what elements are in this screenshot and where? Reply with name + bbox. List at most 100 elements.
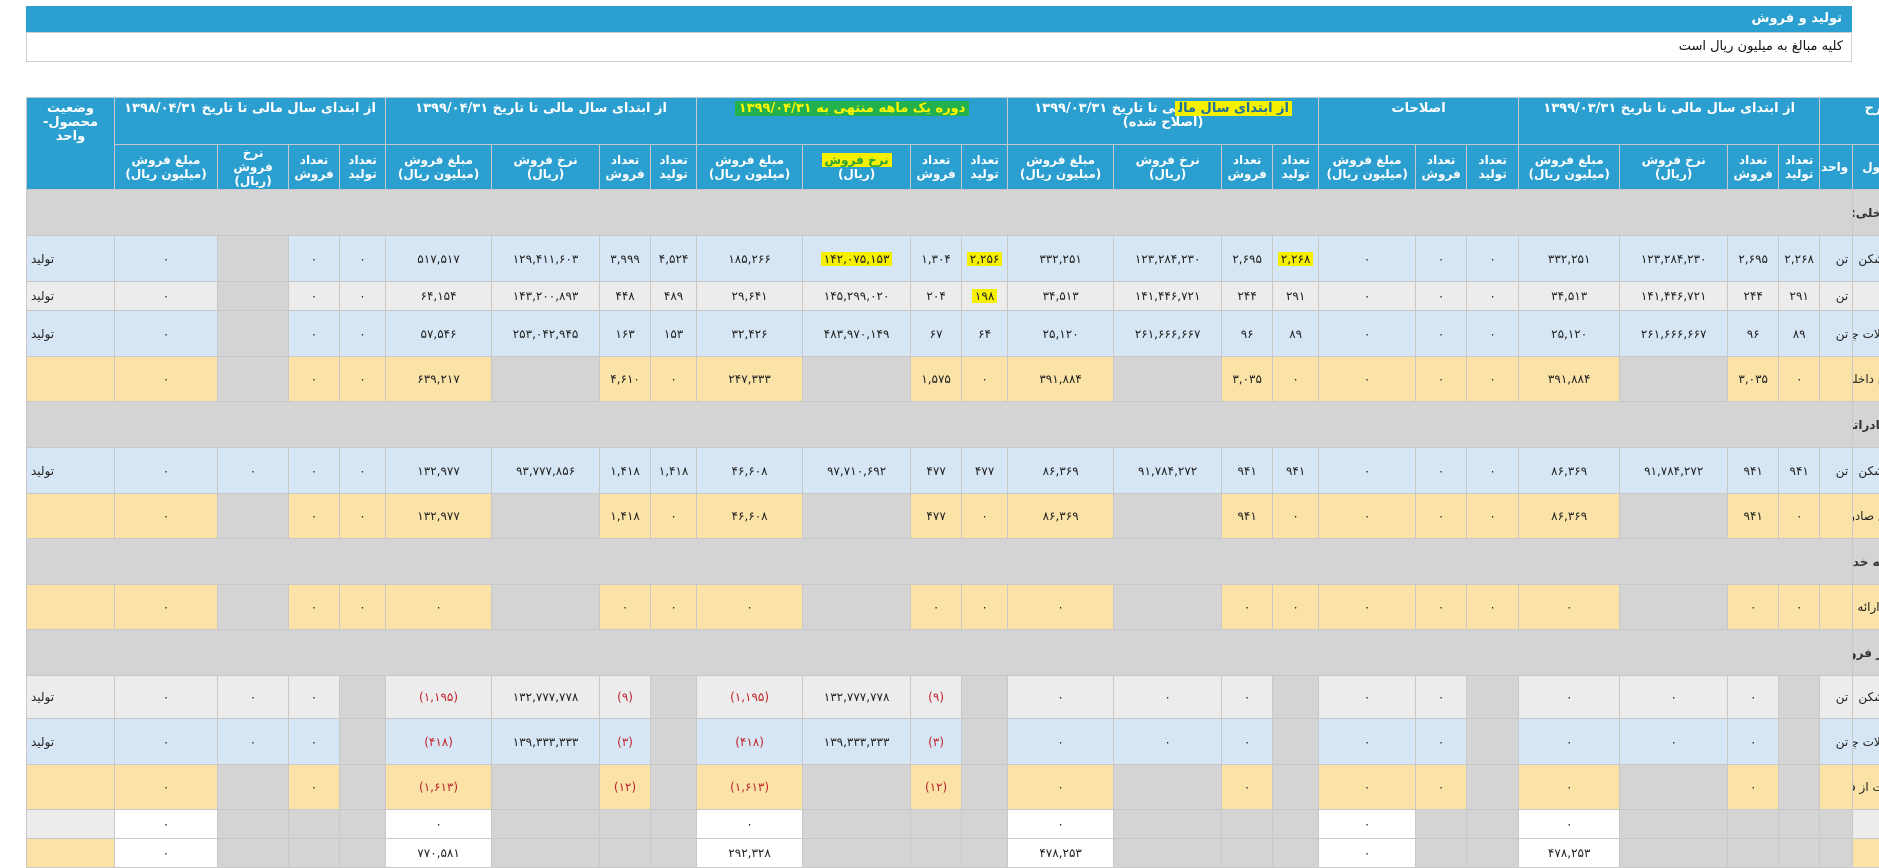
value-cell: ۴۷۷ (962, 448, 1008, 494)
section-row: برگشت از فروش: (27, 630, 1879, 676)
value-cell: ۰ (289, 494, 340, 539)
subheader-rate-unit: (ریال) (838, 167, 875, 181)
status-cell: تولید (27, 719, 115, 765)
subheader-sales-qty: تعداد فروش (1728, 145, 1779, 190)
value-cell (492, 765, 600, 810)
value-cell (492, 357, 600, 402)
value-cell: ۰ (1416, 236, 1467, 282)
value-cell: ۵۷,۵۴۶ (386, 311, 492, 357)
discounts-row: تخفیفات۰۰۰۰۰۰ (27, 810, 1879, 839)
empty-cell (911, 839, 962, 868)
value-cell: ۹۴۱ (1728, 494, 1779, 539)
section-row: فروش داخلی: (27, 190, 1879, 236)
value-cell: ۰ (340, 282, 386, 311)
value-cell: ۱,۵۷۵ (911, 357, 962, 402)
value-cell: ۹۴۱ (1779, 448, 1820, 494)
empty-cell (492, 839, 600, 868)
value-cell: ۰ (697, 585, 803, 630)
value-cell: ۱۶۳ (600, 311, 651, 357)
value-cell: ۳۲,۴۲۶ (697, 311, 803, 357)
product-name: جمع فروش صادراتی (1853, 494, 1879, 539)
value-cell: ۹۱,۷۸۴,۲۷۲ (1620, 448, 1728, 494)
value-cell: ۰ (1319, 765, 1416, 810)
value-cell: ۰ (115, 810, 218, 839)
value-cell (962, 676, 1008, 719)
empty-cell (340, 839, 386, 868)
value-cell: ۰ (289, 236, 340, 282)
value-cell: ۲,۲۶۸ (1273, 236, 1319, 282)
value-cell (1273, 719, 1319, 765)
subheader-product-name: نام محصول (1853, 145, 1879, 190)
value-cell: (۱,۶۱۳) (697, 765, 803, 810)
value-cell: ۱۲۳,۲۸۴,۲۳۰ (1620, 236, 1728, 282)
value-cell: ۰ (1273, 494, 1319, 539)
value-cell: ۵۱۷,۵۱۷ (386, 236, 492, 282)
value-cell (651, 676, 697, 719)
value-cell (651, 765, 697, 810)
value-cell: ۰ (1319, 311, 1416, 357)
empty-cell (911, 810, 962, 839)
table-row: لوله های نشکنتن۰۰۰۰۰۰۰۰(۹)۱۳۲,۷۷۷,۷۷۸(۱,… (27, 676, 1879, 719)
value-cell: ۸۹ (1779, 311, 1820, 357)
value-cell: ۰ (1273, 585, 1319, 630)
value-cell: ۳۹۱,۸۸۴ (1008, 357, 1114, 402)
empty-cell (27, 839, 115, 868)
header-group-6: از ابتدای سال مالی تا تاریخ ۱۳۹۸/۰۴/۳۱ (115, 98, 386, 145)
subheader-sales-qty: تعداد فروش (1222, 145, 1273, 190)
value-cell: ۰ (1319, 585, 1416, 630)
value-cell: ۸۶,۳۶۹ (1519, 448, 1620, 494)
value-cell: ۰ (1319, 236, 1416, 282)
value-cell: ۰ (1222, 676, 1273, 719)
highlighted-value: ۱۴۲,۰۷۵,۱۵۳ (821, 252, 893, 266)
value-cell: ۰ (600, 585, 651, 630)
value-cell (1273, 765, 1319, 810)
value-cell (1620, 494, 1728, 539)
subheader-sales-qty: تعداد فروش (911, 145, 962, 190)
empty-cell (1273, 810, 1319, 839)
value-cell: ۰ (1416, 357, 1467, 402)
product-name: لوله های نشکن (1853, 448, 1879, 494)
empty-cell (340, 810, 386, 839)
value-cell: ۰ (1008, 676, 1114, 719)
value-cell: ۰ (386, 810, 492, 839)
value-cell: ۰ (1319, 282, 1416, 311)
value-cell: ۲,۲۵۶ (962, 236, 1008, 282)
value-cell: ۶۴ (962, 311, 1008, 357)
value-cell: ۹۴۱ (1222, 448, 1273, 494)
value-cell: ۰ (962, 494, 1008, 539)
value-cell: ۹۴۱ (1728, 448, 1779, 494)
value-cell: ۰ (1319, 676, 1416, 719)
unit-cell: تن (1820, 236, 1853, 282)
value-cell: ۰ (1519, 585, 1620, 630)
value-cell: ۱۹۸ (962, 282, 1008, 311)
row-label: جمع (1853, 839, 1879, 868)
value-cell (1620, 357, 1728, 402)
value-cell: ۰ (962, 585, 1008, 630)
value-cell: ۸۶,۳۶۹ (1008, 448, 1114, 494)
value-cell: ۰ (1319, 448, 1416, 494)
value-cell: (۳) (600, 719, 651, 765)
header-group-4: دوره یک ماهه منتهی به ۱۳۹۹/۰۴/۳۱ (697, 98, 1008, 145)
value-cell (218, 282, 289, 311)
amounts-note: کلیه مبالغ به میلیون ریال است (26, 32, 1852, 62)
subheader-amount: مبلغ فروش (میلیون ریال) (697, 145, 803, 190)
value-cell: ۱۲۹,۴۱۱,۶۰۳ (492, 236, 600, 282)
value-cell: ۰ (289, 448, 340, 494)
value-cell: ۳۴,۵۱۳ (1519, 282, 1620, 311)
value-cell: ۰ (1467, 494, 1519, 539)
value-cell: ۰ (651, 585, 697, 630)
unit-cell: تن (1820, 719, 1853, 765)
value-cell: ۳۳۲,۲۵۱ (1008, 236, 1114, 282)
value-cell (1620, 765, 1728, 810)
value-cell: ۱۴۱,۴۴۶,۷۲۱ (1620, 282, 1728, 311)
value-cell: ۰ (289, 585, 340, 630)
header-group-3-sub: (اصلاح شده) (1123, 115, 1204, 130)
value-cell: ۱۳۹,۳۳۳,۳۳۳ (492, 719, 600, 765)
value-cell: ۰ (1519, 719, 1620, 765)
total-row: جمع درآمد ارائه خدمات۰۰۰۰۰۰۰۰۰۰۰۰۰۰۰۰۰۰ (27, 585, 1879, 630)
unit-cell (1820, 765, 1853, 810)
table-row: سایرمحصولات چدنیتن۰۰۰۰۰۰۰۰(۳)۱۳۹,۳۳۳,۳۳۳… (27, 719, 1879, 765)
subheader-amount: مبلغ فروش (میلیون ریال) (115, 145, 218, 190)
value-cell: ۴۶,۶۰۸ (697, 494, 803, 539)
value-cell: ۰ (1779, 357, 1820, 402)
